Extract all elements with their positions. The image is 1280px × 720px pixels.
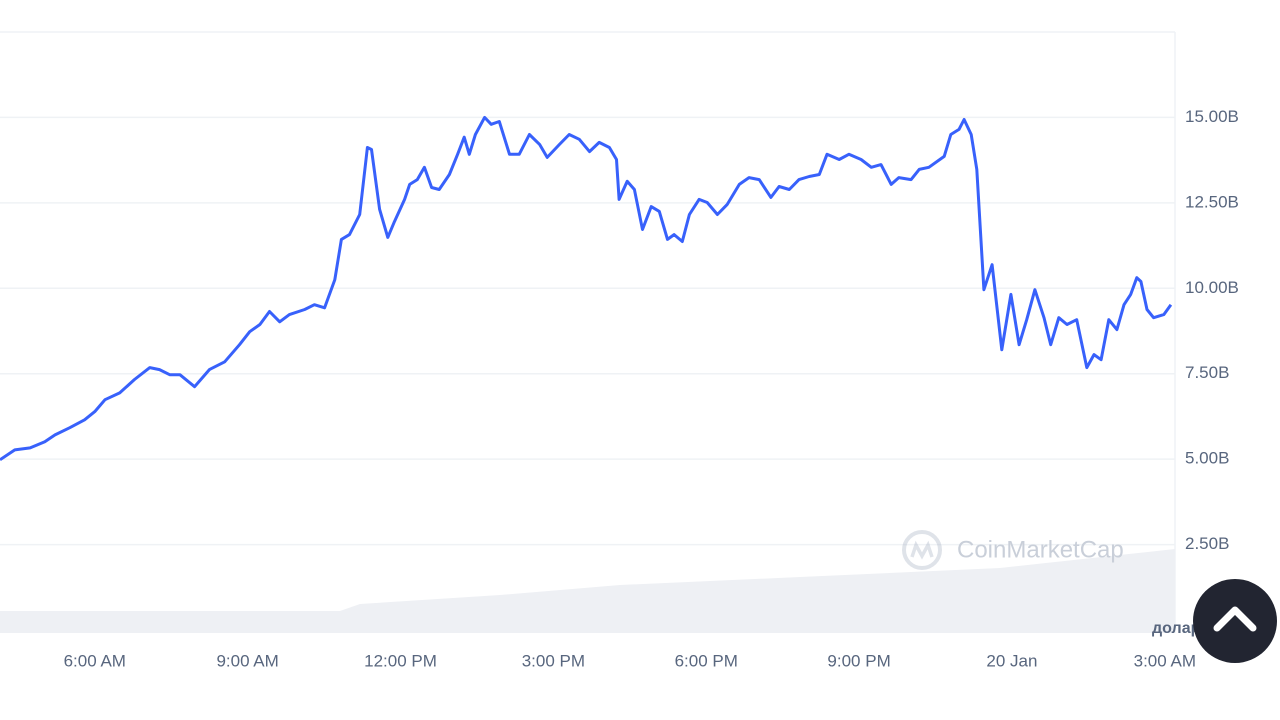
x-tick-label: 3:00 PM: [522, 651, 585, 670]
y-tick-label: 10.00B: [1185, 278, 1239, 297]
x-tick-label: 20 Jan: [986, 651, 1037, 670]
y-tick-label: 2.50B: [1185, 534, 1229, 553]
y-tick-label: 15.00B: [1185, 107, 1239, 126]
x-tick-label: 12:00 PM: [364, 651, 437, 670]
scroll-top-button[interactable]: [1193, 579, 1277, 663]
x-tick-label: 6:00 PM: [675, 651, 738, 670]
x-tick-label: 3:00 AM: [1134, 651, 1196, 670]
x-tick-label: 9:00 AM: [216, 651, 278, 670]
y-tick-label: 7.50B: [1185, 363, 1229, 382]
watermark: CoinMarketCap: [957, 536, 1124, 563]
volume-area: [0, 549, 1175, 633]
y-tick-label: 5.00B: [1185, 449, 1229, 468]
price-line: [0, 115, 1173, 462]
y-tick-label: 12.50B: [1185, 192, 1239, 211]
x-tick-label: 9:00 PM: [827, 651, 890, 670]
x-tick-label: 6:00 AM: [64, 651, 126, 670]
scroll-top-icon: [1213, 606, 1257, 632]
watermark-logo: [902, 530, 942, 570]
